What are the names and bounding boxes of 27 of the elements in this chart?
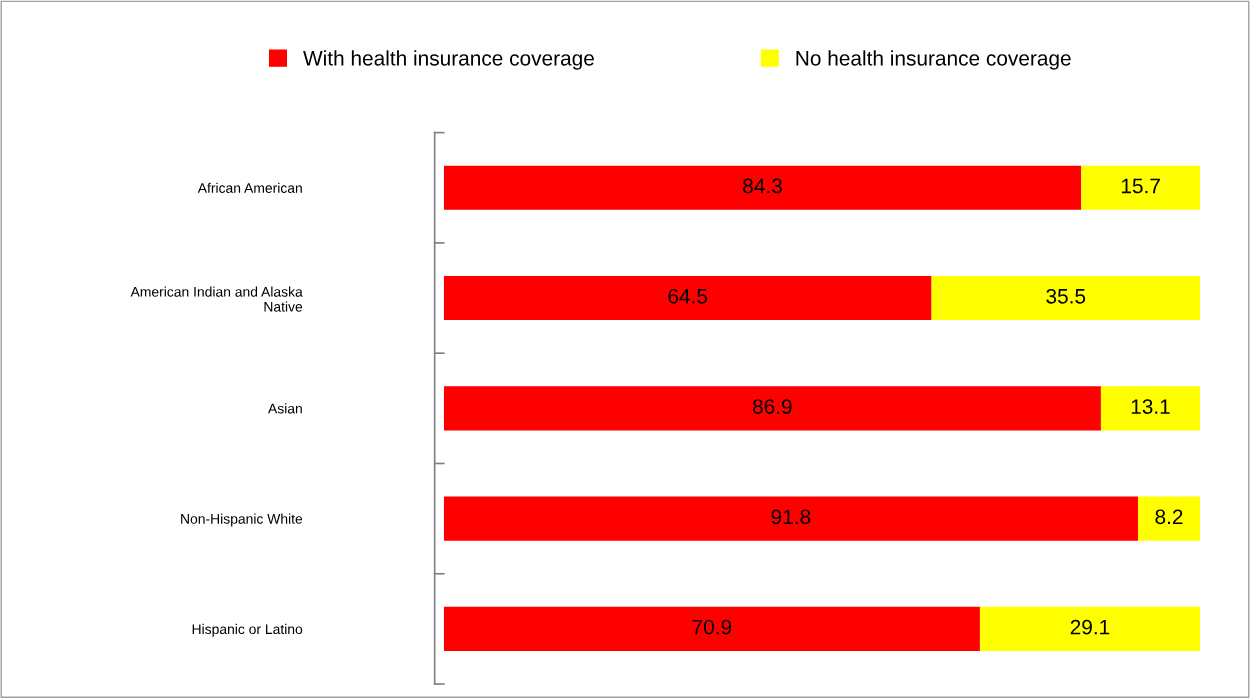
bar bbox=[1100, 386, 1200, 431]
data-label: 13.1 bbox=[1131, 399, 1170, 414]
data-label: 35.5 bbox=[1046, 288, 1086, 304]
bar bbox=[443, 386, 1101, 431]
data-label: 70.9 bbox=[692, 619, 732, 635]
y-tick-label: American Indian and Alaska Native bbox=[130, 286, 303, 312]
y-tick-label: Asian bbox=[268, 403, 302, 414]
bar bbox=[979, 606, 1200, 651]
bar bbox=[443, 275, 932, 321]
y-tick-label: Non-Hispanic White bbox=[181, 513, 303, 527]
data-label: 64.5 bbox=[668, 288, 708, 304]
bar bbox=[443, 606, 980, 651]
y-tick-label: Hispanic or Latino bbox=[192, 623, 303, 637]
bar bbox=[443, 496, 1138, 541]
data-label: 29.1 bbox=[1070, 619, 1110, 635]
y-tick-label: African American bbox=[197, 182, 302, 193]
data-label: 15.7 bbox=[1121, 178, 1160, 194]
data-label: 91.8 bbox=[771, 509, 811, 525]
legend-label: With health insurance coverage bbox=[303, 50, 594, 70]
data-label: 84.3 bbox=[743, 178, 782, 194]
data-label: 86.9 bbox=[752, 399, 792, 414]
bar bbox=[443, 165, 1082, 210]
bar bbox=[1081, 165, 1200, 210]
bar bbox=[1137, 496, 1200, 541]
bar bbox=[931, 275, 1200, 321]
data-label: 8.2 bbox=[1155, 509, 1183, 525]
legend-label: No health insurance coverage bbox=[796, 50, 1071, 70]
